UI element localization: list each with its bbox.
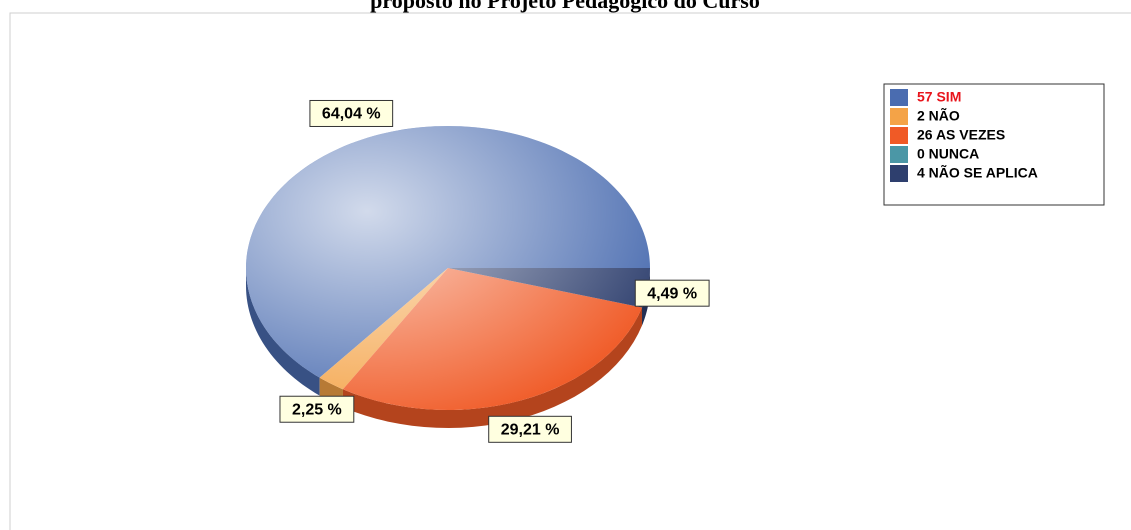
legend-swatch (890, 146, 908, 163)
data-label-text: 29,21 % (501, 422, 560, 439)
legend-box (883, 83, 1105, 206)
legend-swatch (890, 89, 908, 106)
data-label: 4,49 % (634, 279, 710, 307)
data-label: 29,21 % (488, 415, 572, 443)
legend-swatch (890, 127, 908, 144)
data-label-box (488, 415, 572, 443)
data-label-box (279, 395, 355, 423)
legend-swatch (890, 165, 908, 182)
data-label: 2,25 % (279, 395, 355, 423)
chart-title: proposto no Projeto Pedagógico do Curso (370, 0, 760, 13)
legend-label: 26 AS VEZES (917, 127, 1005, 143)
legend-swatch (890, 108, 908, 125)
data-label-text: 4,49 % (647, 285, 697, 302)
data-label-text: 64,04 % (322, 106, 381, 123)
data-label-box (309, 99, 394, 127)
data-label: 64,04 % (309, 99, 394, 127)
legend-label: 4 NÃO SE APLICA (917, 164, 1038, 181)
legend-label: 0 NUNCA (917, 146, 979, 162)
frame (9, 12, 1131, 530)
data-label-text: 2,25 % (292, 401, 342, 418)
data-label-box (634, 279, 710, 307)
legend-label: 2 NÃO (917, 107, 960, 124)
legend-label: 57 SIM (917, 89, 961, 105)
